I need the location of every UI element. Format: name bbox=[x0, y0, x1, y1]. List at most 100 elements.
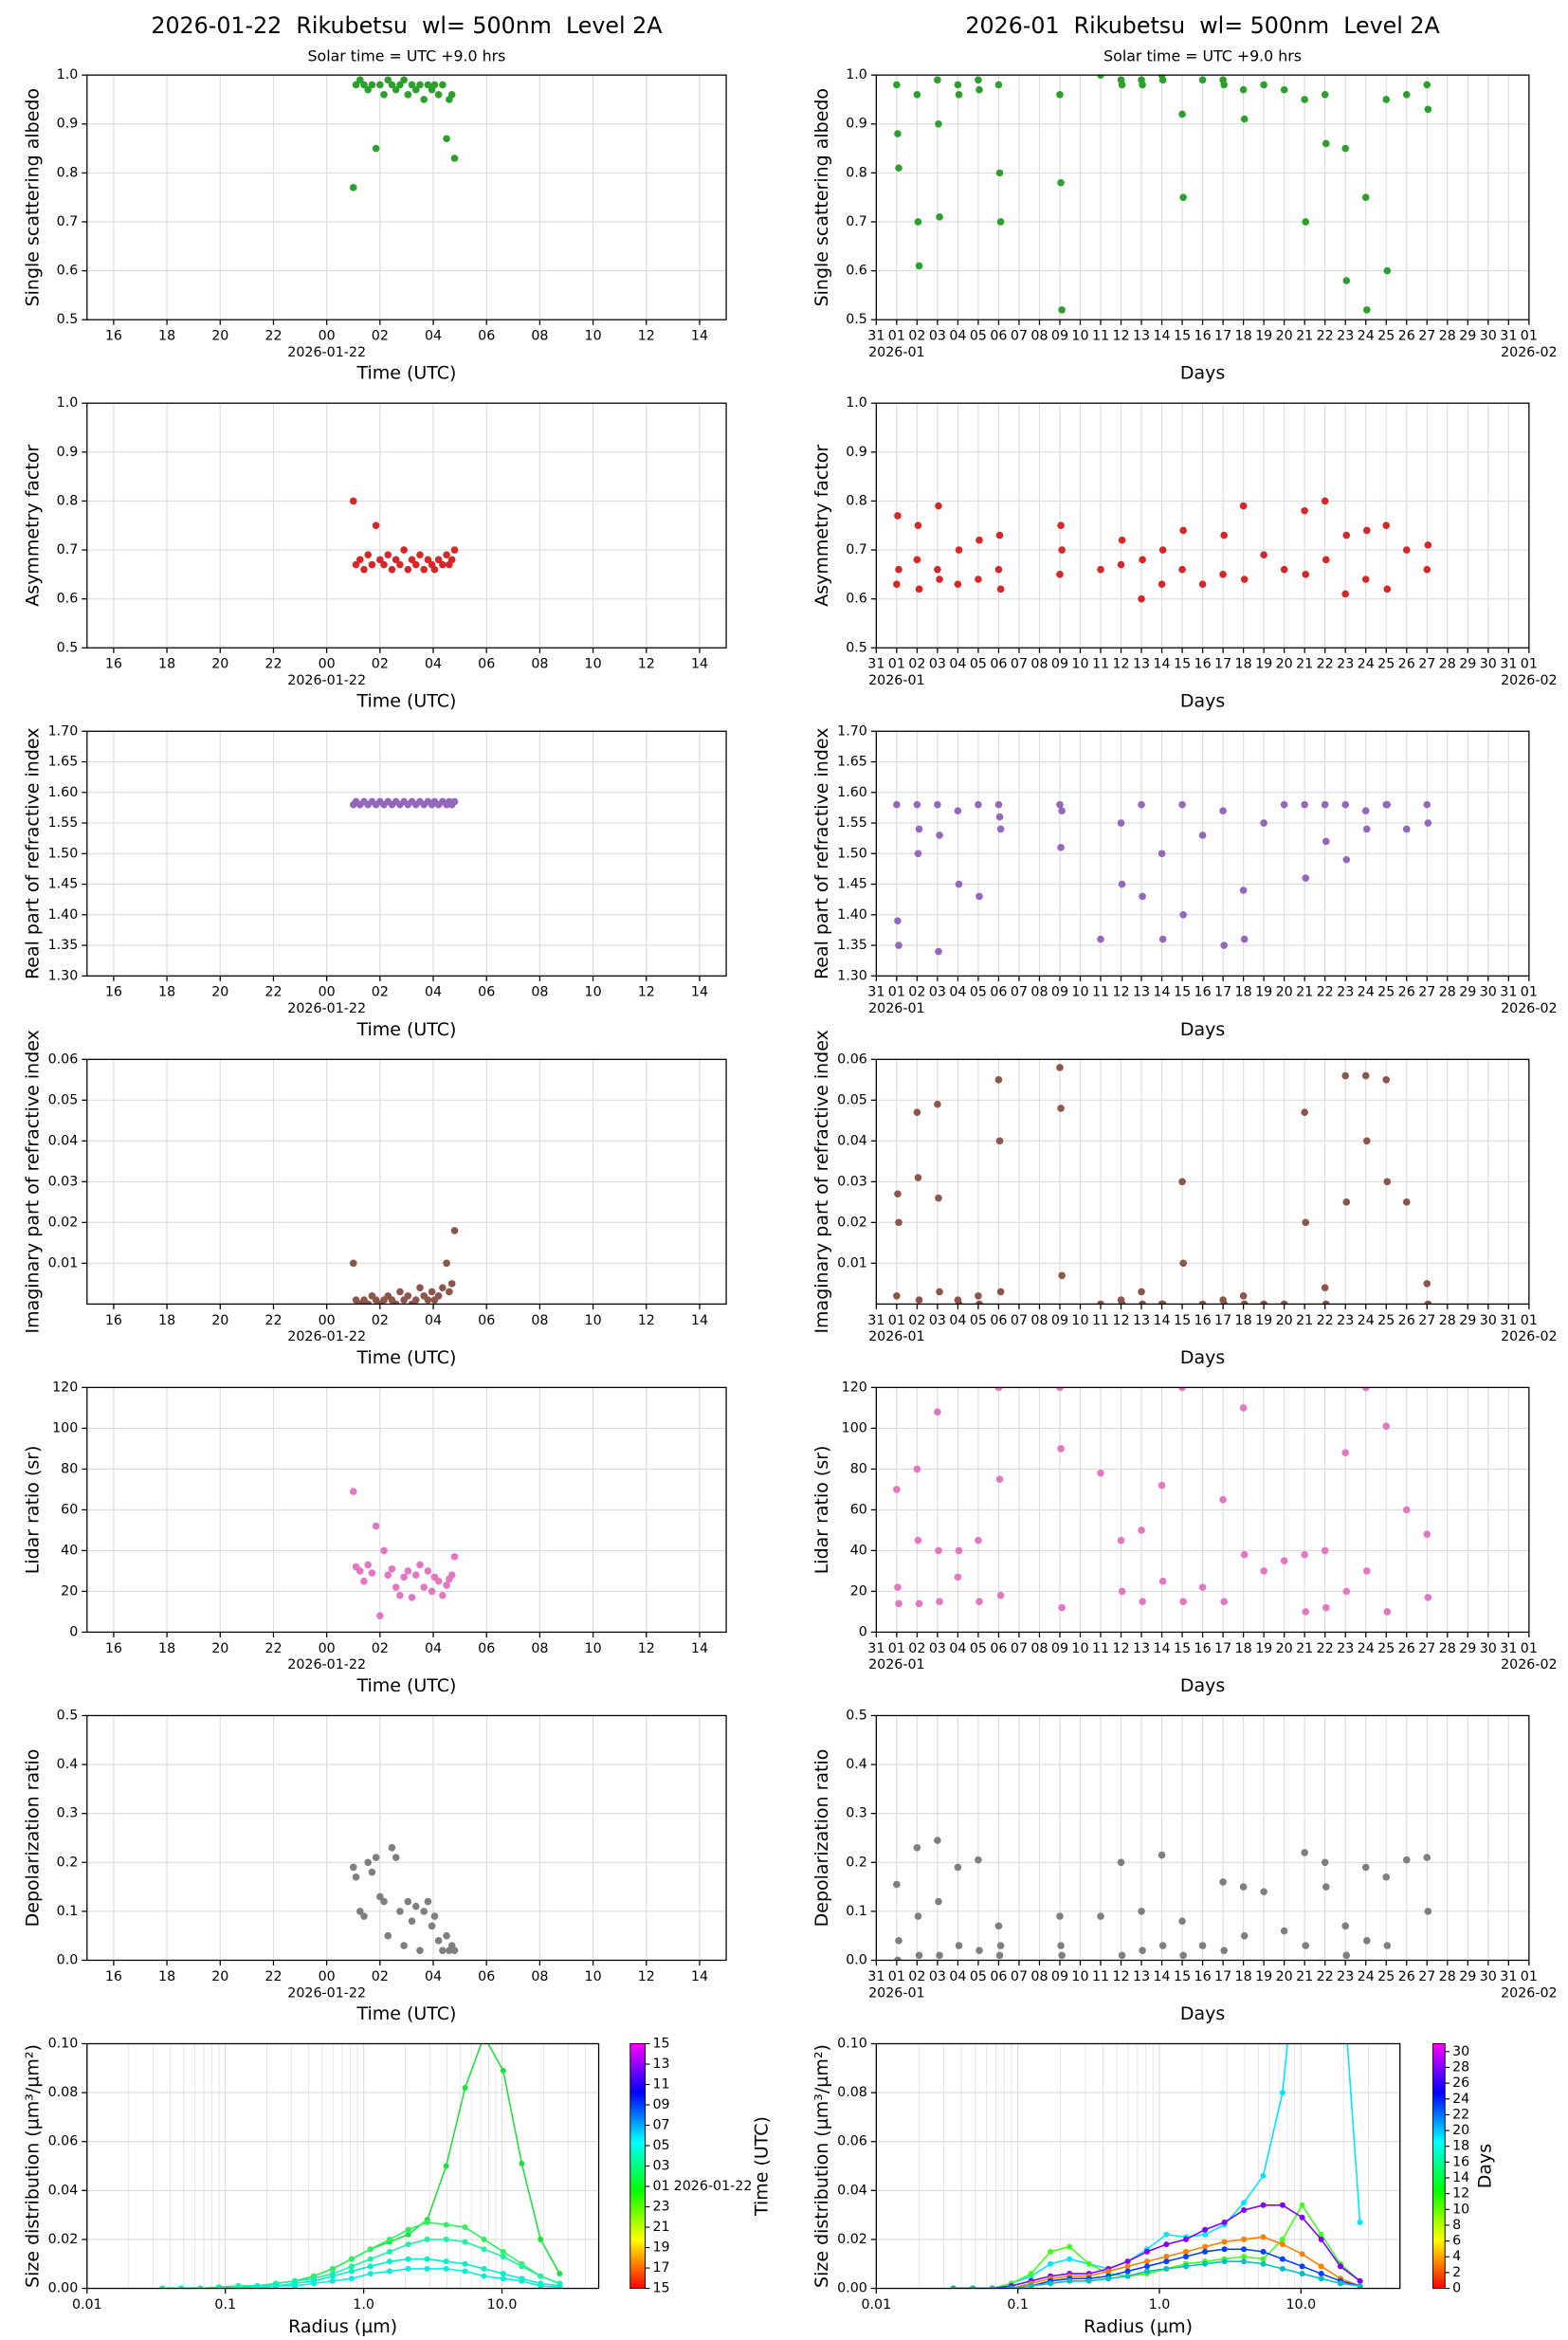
y-tick-label: 1.35 bbox=[837, 938, 867, 953]
point bbox=[447, 556, 456, 564]
size-point bbox=[462, 2084, 468, 2091]
x-tick-label: 09 bbox=[1051, 985, 1068, 1000]
size-point bbox=[1221, 2258, 1228, 2265]
plot-area bbox=[893, 800, 1432, 956]
point bbox=[400, 1942, 408, 1949]
x-axis-label: Days bbox=[1180, 691, 1225, 712]
point bbox=[1321, 1546, 1329, 1555]
point bbox=[450, 797, 459, 806]
y-tick-label: 0.5 bbox=[57, 640, 79, 655]
point bbox=[1342, 1951, 1351, 1960]
point bbox=[352, 1873, 360, 1881]
plot-area bbox=[950, 2043, 1363, 2289]
point bbox=[1219, 1878, 1227, 1886]
x-tick-label: 10 bbox=[1071, 1313, 1088, 1328]
y-tick-label: 0.02 bbox=[48, 2232, 79, 2247]
x-tick-label: 22 bbox=[264, 329, 282, 344]
size-point bbox=[1163, 2231, 1170, 2238]
colorbar-tick-label: 03 bbox=[653, 2159, 670, 2174]
point bbox=[1322, 556, 1330, 564]
y-tick-label: 0.8 bbox=[57, 165, 79, 180]
point bbox=[914, 521, 922, 530]
y-tick-label: 0.6 bbox=[846, 592, 867, 607]
point bbox=[1179, 526, 1187, 535]
y-axis-label: Lidar ratio (sr) bbox=[811, 1446, 832, 1575]
y-tick-label: 0.7 bbox=[846, 214, 867, 229]
point bbox=[396, 1908, 404, 1915]
point bbox=[396, 1591, 404, 1600]
colorbar-tick-label: 24 bbox=[1452, 2092, 1469, 2107]
x-tick-label: 01 bbox=[888, 329, 905, 344]
x-tick-label: 18 bbox=[158, 329, 175, 344]
x-tick-label: 01 bbox=[1521, 329, 1538, 344]
point bbox=[439, 1284, 447, 1291]
point bbox=[994, 1922, 1003, 1930]
point bbox=[404, 90, 412, 99]
x-tick-label: 16 bbox=[1194, 1641, 1212, 1656]
size-point bbox=[1143, 2268, 1150, 2275]
point bbox=[1158, 1481, 1166, 1490]
size-point bbox=[197, 2285, 204, 2289]
size-point bbox=[1260, 2234, 1267, 2240]
point bbox=[1198, 1942, 1207, 1949]
y-tick-label: 120 bbox=[52, 1380, 78, 1395]
x-tick-label: 24 bbox=[1358, 329, 1375, 344]
x-tick-label: 28 bbox=[1439, 1969, 1456, 1984]
x-tick-sublabel: 2026-01 bbox=[868, 673, 924, 688]
point bbox=[1342, 1587, 1351, 1596]
point bbox=[1361, 576, 1370, 583]
plot-area bbox=[893, 1064, 1432, 1305]
point bbox=[975, 1300, 983, 1305]
y-tick-label: 1.30 bbox=[837, 968, 867, 983]
point bbox=[1321, 1284, 1329, 1291]
x-tick-label: 02 bbox=[908, 657, 925, 672]
y-tick-label: 0.6 bbox=[57, 592, 79, 607]
y-tick-label: 0.06 bbox=[837, 1051, 867, 1067]
y-tick-label: 0.4 bbox=[57, 1757, 79, 1772]
point bbox=[376, 556, 384, 564]
x-tick-label: 20 bbox=[211, 657, 228, 672]
point bbox=[1383, 1178, 1392, 1186]
x-axis-label: Time (UTC) bbox=[356, 691, 456, 712]
point bbox=[1362, 306, 1371, 314]
point bbox=[364, 85, 372, 94]
y-tick-label: 0.03 bbox=[48, 1174, 79, 1189]
x-tick-label: 20 bbox=[211, 985, 228, 1000]
point bbox=[1302, 1942, 1310, 1949]
x-tick-label: 15 bbox=[1174, 1641, 1191, 1656]
x-tick-label: 30 bbox=[1480, 657, 1497, 672]
point bbox=[388, 1843, 396, 1852]
colorbar-tick-label: 21 bbox=[653, 2220, 670, 2235]
point bbox=[368, 81, 376, 89]
y-tick-label: 0 bbox=[859, 1624, 867, 1639]
point bbox=[446, 1288, 453, 1296]
point bbox=[1139, 1947, 1146, 1954]
x-tick-label: 26 bbox=[1398, 657, 1415, 672]
x-tick-label: 02 bbox=[908, 985, 925, 1000]
size-point bbox=[311, 2280, 318, 2287]
point bbox=[1117, 1858, 1125, 1867]
panel: 31 01 02 03 04 05 06 07 08 09 10 11 12 13 14 15 16 17 18 19… bbox=[811, 1380, 1558, 1696]
x-tick-label: 05 bbox=[970, 1641, 987, 1656]
x-tick-label: 10 bbox=[585, 329, 602, 344]
point bbox=[1118, 1587, 1126, 1596]
size-line bbox=[953, 2260, 1360, 2289]
y-tick-label: 0.9 bbox=[57, 117, 79, 132]
x-tick-label: 04 bbox=[425, 657, 442, 672]
point bbox=[1383, 1608, 1392, 1616]
point bbox=[914, 218, 922, 226]
size-point bbox=[348, 2256, 355, 2262]
point bbox=[1158, 935, 1167, 943]
point bbox=[420, 565, 428, 574]
point bbox=[384, 76, 392, 84]
point bbox=[975, 1598, 983, 1605]
point bbox=[996, 585, 1005, 594]
point bbox=[1342, 531, 1351, 539]
x-axis-label: Time (UTC) bbox=[356, 363, 456, 384]
y-tick-label: 1.70 bbox=[48, 723, 79, 739]
point bbox=[1402, 1506, 1411, 1514]
size-point bbox=[1357, 2282, 1363, 2289]
size-point bbox=[970, 2285, 976, 2289]
size-point bbox=[1124, 2258, 1131, 2265]
x-tick-label: 16 bbox=[105, 657, 122, 672]
